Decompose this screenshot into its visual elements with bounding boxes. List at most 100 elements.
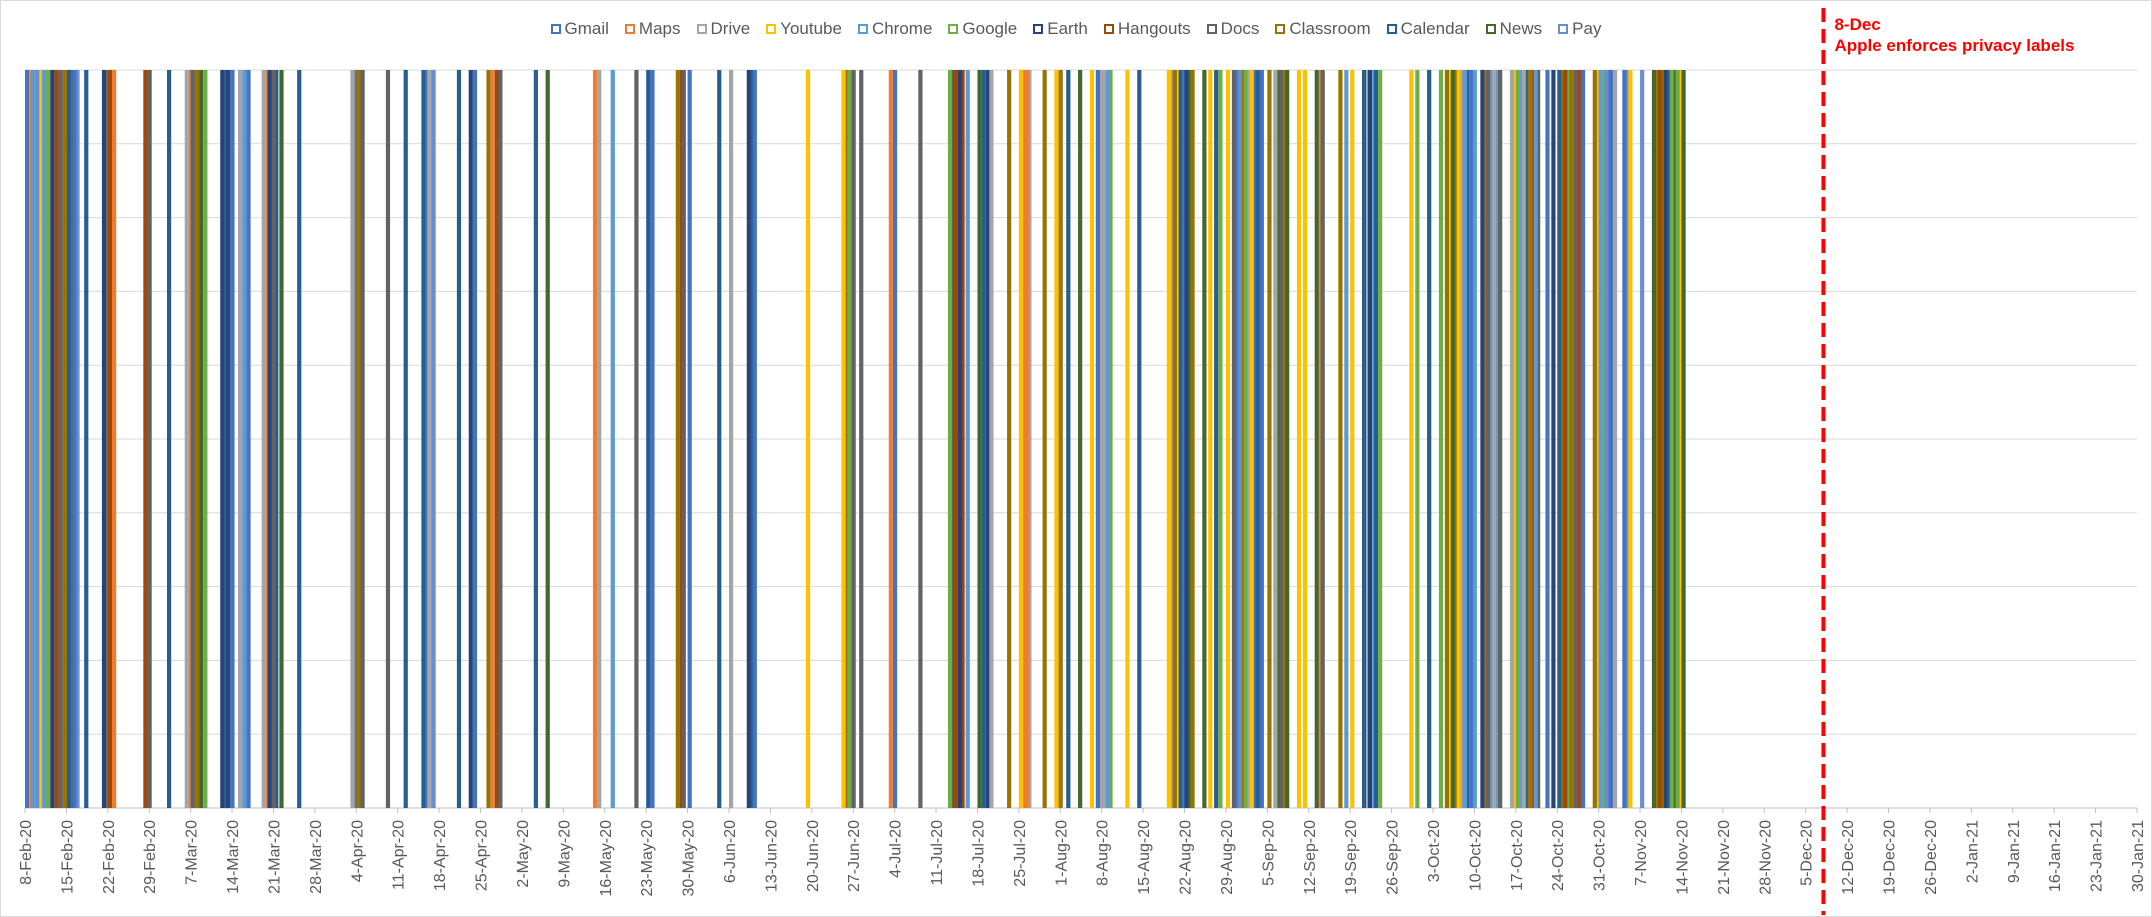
bar-earth: [50, 70, 55, 808]
bar-youtube: [805, 70, 811, 808]
bar-pay: [1604, 70, 1609, 808]
bar-classroom: [1172, 70, 1177, 808]
bar-drive: [1027, 70, 1032, 808]
bar-classroom: [486, 70, 491, 808]
bar-chrome: [1105, 70, 1111, 808]
x-tick-label: 30-May-20: [681, 820, 698, 897]
bar-docs: [1486, 70, 1491, 808]
x-tick-label: 8-Aug-20: [1095, 820, 1112, 886]
x-tick-label: 5-Dec-20: [1799, 820, 1816, 886]
bar-calendar: [1137, 70, 1142, 808]
bar-gmail: [25, 70, 30, 808]
bar-gmail: [246, 70, 251, 808]
bar-calendar: [981, 70, 986, 808]
legend-swatch: [766, 24, 777, 34]
bar-google: [1415, 70, 1420, 808]
bar-docs: [58, 70, 63, 808]
bar-earth: [220, 70, 225, 808]
bar-hangouts: [143, 70, 148, 808]
bar-chrome: [1344, 70, 1349, 808]
x-tick-label: 8-Feb-20: [18, 820, 35, 885]
bar-hangouts: [1577, 70, 1582, 808]
bar-classroom: [1592, 70, 1597, 808]
legend-item-gmail: Gmail: [550, 19, 609, 39]
bar-gmail: [72, 70, 77, 808]
x-tick-label: 25-Apr-20: [474, 820, 491, 891]
legend-item-chrome: Chrome: [857, 19, 933, 39]
bar-drive: [1509, 70, 1515, 808]
bar-google: [1675, 70, 1680, 808]
bar-calendar: [403, 70, 408, 808]
bar-earth: [267, 70, 272, 808]
bar-calendar: [421, 70, 426, 808]
x-tick-label: 7-Mar-20: [184, 820, 201, 885]
bar-drive: [350, 70, 355, 808]
bar-docs: [1231, 70, 1237, 808]
bar-earth: [226, 70, 231, 808]
chart-legend: Gmail Maps Drive Youtube Chrome Google Earth Ha…: [0, 16, 2152, 42]
legend-item-classroom: Classroom: [1275, 19, 1371, 39]
legend-label: Youtube: [780, 19, 842, 38]
x-tick-label: 4-Jul-20: [888, 820, 905, 878]
bar-google: [1669, 70, 1674, 808]
bar-youtube: [1678, 70, 1683, 808]
bar-gmail: [892, 70, 898, 808]
legend-swatch: [1103, 24, 1114, 34]
bar-calendar: [646, 70, 651, 808]
bar-maps: [112, 70, 117, 808]
bar-docs: [918, 70, 923, 808]
bar-chrome: [965, 70, 970, 808]
legend-label: Drive: [710, 19, 751, 38]
x-tick-label: 29-Aug-20: [1219, 820, 1236, 895]
legend-swatch: [1033, 24, 1044, 34]
legend-label: Maps: [638, 19, 681, 38]
bar-chrome: [610, 70, 615, 808]
bar-hangouts: [953, 70, 959, 808]
bar-earth: [1367, 70, 1373, 808]
bar-youtube: [841, 70, 846, 808]
legend-swatch: [948, 24, 959, 34]
legend-item-pay: Pay: [1558, 19, 1601, 39]
bar-calendar: [1557, 70, 1562, 808]
bar-youtube: [1350, 70, 1355, 808]
bar-gmail: [472, 70, 478, 808]
x-tick-label: 18-Jul-20: [970, 820, 987, 887]
bar-gmail: [1259, 70, 1264, 808]
x-tick-label: 21-Mar-20: [266, 820, 283, 894]
bar-classroom: [1190, 70, 1195, 808]
bar-classroom: [1058, 70, 1063, 808]
x-tick-label: 10-Oct-20: [1467, 820, 1484, 891]
bar-news: [1681, 70, 1686, 808]
bar-classroom: [1338, 70, 1343, 808]
bar-news: [1285, 70, 1290, 808]
x-tick-label: 26-Sep-20: [1385, 820, 1402, 895]
bar-news: [279, 70, 284, 808]
annotation-date: 8-Dec: [1834, 15, 1881, 34]
bar-docs: [859, 70, 864, 808]
bar-chrome: [30, 70, 36, 808]
bar-classroom: [1444, 70, 1450, 808]
bar-classroom: [1267, 70, 1272, 808]
legend-label: Chrome: [871, 19, 933, 38]
bar-earth: [958, 70, 963, 808]
legend-item-earth: Earth: [1033, 19, 1088, 39]
bar-pay: [1640, 70, 1645, 808]
bar-docs: [851, 70, 856, 808]
legend-item-hangouts: Hangouts: [1103, 19, 1191, 39]
bar-hangouts: [1563, 70, 1568, 808]
bar-calendar: [717, 70, 722, 808]
x-tick-label: 22-Aug-20: [1178, 820, 1195, 895]
x-tick-label: 28-Mar-20: [308, 820, 325, 894]
bar-news: [545, 70, 550, 808]
bar-google: [203, 70, 208, 808]
bar-maps: [490, 70, 495, 808]
bar-youtube: [1089, 70, 1095, 808]
bar-calendar: [1427, 70, 1432, 808]
bar-chrome: [41, 70, 46, 808]
bar-drive: [237, 70, 243, 808]
x-tick-label: 4-Apr-20: [349, 820, 366, 882]
bar-drive: [427, 70, 432, 808]
legend-swatch: [696, 24, 707, 34]
bar-google: [1438, 70, 1444, 808]
